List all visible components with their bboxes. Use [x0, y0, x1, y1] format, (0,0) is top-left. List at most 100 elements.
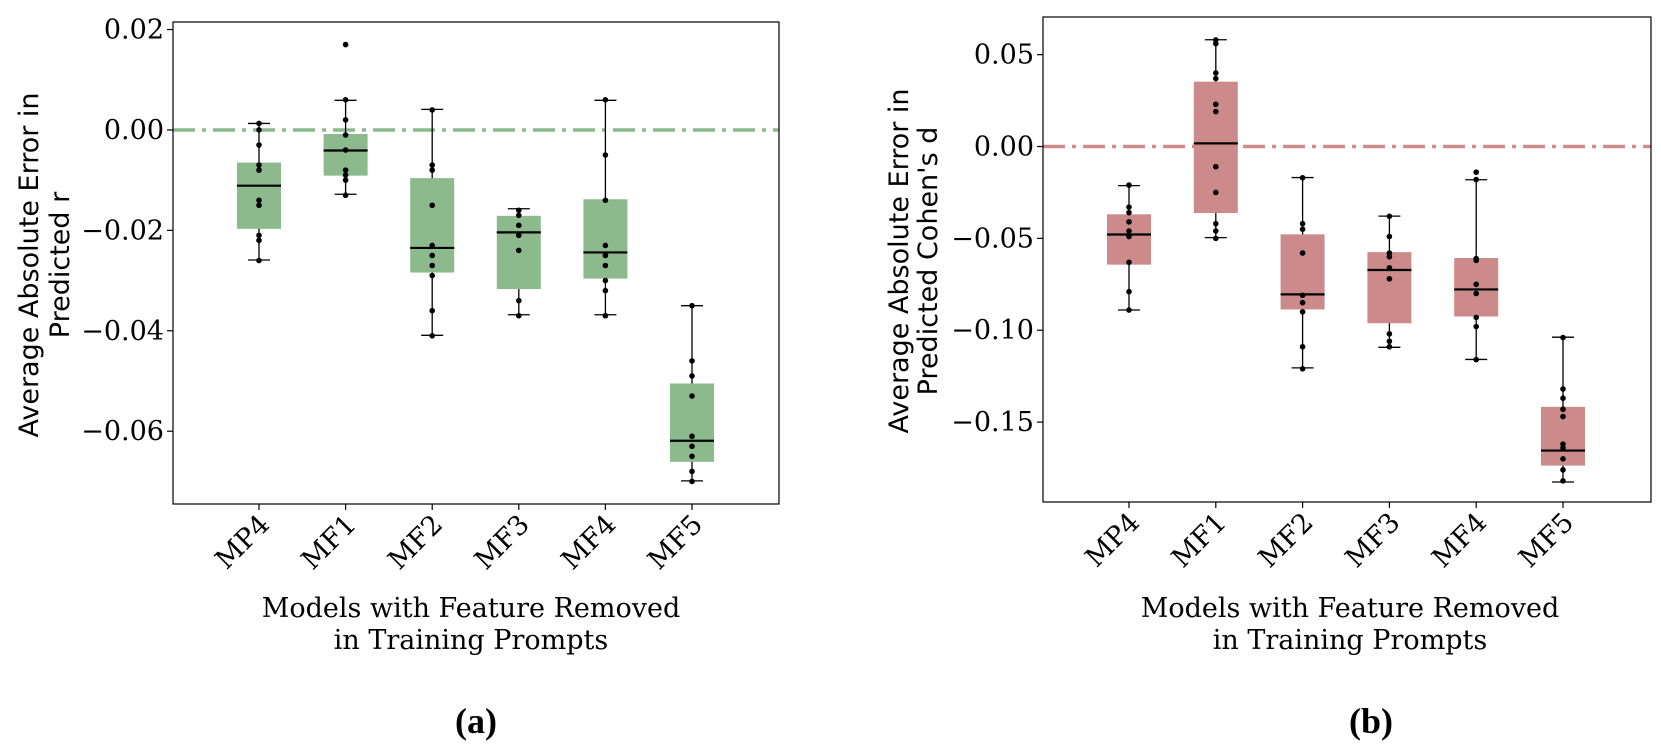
- data-point: [1560, 456, 1566, 462]
- x-axis-label: Models with Feature Removed: [262, 593, 681, 624]
- y-tick-label: −0.05: [951, 223, 1034, 254]
- x-tick-label: MF1: [296, 509, 363, 576]
- data-point: [256, 120, 262, 127]
- y-tick-label: −0.10: [951, 315, 1034, 346]
- box-mf3: [1367, 213, 1412, 350]
- y-tick-label: 0.02: [104, 15, 164, 46]
- y-tick-label: 0.00: [104, 115, 164, 146]
- data-point: [342, 177, 349, 183]
- data-point: [1126, 228, 1132, 234]
- data-point: [1126, 209, 1132, 216]
- y-tick-label: −0.15: [951, 407, 1034, 438]
- box-mf1: [323, 41, 368, 199]
- data-point: [1299, 366, 1306, 372]
- x-tick-label: MF3: [1339, 507, 1406, 574]
- data-point: [342, 97, 349, 103]
- data-point: [602, 277, 609, 284]
- y-axis-label: Predicted r: [45, 191, 76, 338]
- box-mf4: [1454, 169, 1499, 363]
- data-point: [1386, 331, 1393, 337]
- box-mf5: [670, 302, 714, 485]
- data-point: [1299, 174, 1306, 181]
- data-point: [689, 373, 695, 379]
- data-point: [1213, 228, 1219, 234]
- box-mf3: [496, 207, 541, 319]
- data-point: [602, 312, 609, 319]
- data-point: [256, 127, 262, 133]
- iqr-box: [1367, 252, 1412, 324]
- data-point: [429, 167, 436, 173]
- data-point: [1386, 213, 1393, 220]
- y-axis-label: Average Absolute Error in: [884, 88, 915, 433]
- data-point: [1473, 314, 1479, 321]
- data-point: [516, 297, 522, 304]
- data-point: [429, 262, 436, 269]
- chart-panel-a: 0.02 0.00 −0.02 −0.04 −0.06 MP4 MF1 MF2 MF3 MF4 MF…: [14, 15, 780, 741]
- x-axis-label: in Training Prompts: [1213, 625, 1487, 656]
- data-point: [1299, 250, 1306, 256]
- data-point: [1126, 288, 1132, 295]
- data-point: [1473, 257, 1479, 264]
- x-tick-label: MF4: [1426, 507, 1493, 574]
- data-point: [602, 242, 609, 249]
- data-point: [429, 272, 436, 279]
- data-point: [516, 232, 522, 239]
- data-point: [689, 478, 695, 485]
- data-point: [689, 433, 695, 440]
- data-point: [602, 197, 609, 204]
- data-point: [1126, 219, 1132, 225]
- data-point: [1473, 356, 1479, 363]
- iqr-box: [237, 162, 281, 229]
- data-point: [1299, 309, 1306, 315]
- data-point: [429, 333, 436, 339]
- data-point: [516, 212, 522, 219]
- data-point: [429, 107, 436, 113]
- data-point: [1213, 101, 1219, 108]
- data-point: [689, 302, 695, 309]
- x-tick-label: MF4: [555, 509, 622, 576]
- data-point: [342, 117, 349, 123]
- data-point: [602, 97, 609, 103]
- data-point: [1126, 182, 1132, 188]
- data-point: [1560, 467, 1566, 473]
- y-tick-label: −0.02: [81, 215, 164, 246]
- data-point: [1213, 75, 1219, 82]
- box-mp4: [1107, 182, 1151, 313]
- data-point: [1213, 163, 1219, 170]
- data-point: [1473, 176, 1479, 183]
- data-point: [1386, 343, 1393, 350]
- data-point: [429, 202, 436, 209]
- y-tick-label: −0.04: [81, 316, 164, 347]
- box-mp4: [237, 120, 281, 264]
- data-point: [516, 247, 522, 254]
- data-point: [516, 312, 522, 319]
- data-point: [342, 132, 349, 138]
- data-point: [1299, 226, 1306, 232]
- x-tick-label: MF2: [1253, 507, 1320, 574]
- data-point: [342, 167, 349, 173]
- x-tick-label: MF3: [469, 509, 536, 576]
- y-tick-label: 0.00: [974, 132, 1034, 163]
- data-point: [429, 162, 436, 168]
- data-point: [256, 232, 262, 239]
- data-point: [256, 142, 262, 148]
- data-point: [1473, 169, 1479, 176]
- data-point: [516, 207, 522, 214]
- data-point: [689, 443, 695, 450]
- y-tick-label: −0.06: [81, 416, 164, 447]
- data-point: [1560, 395, 1566, 402]
- data-point: [1126, 259, 1132, 266]
- x-axis-label: in Training Prompts: [334, 625, 608, 656]
- data-point: [1560, 445, 1566, 451]
- data-point: [256, 202, 262, 209]
- data-point: [1386, 275, 1393, 282]
- x-tick-label: MF5: [642, 509, 709, 576]
- data-point: [1126, 204, 1132, 210]
- data-point: [602, 152, 609, 158]
- data-point: [1299, 292, 1306, 299]
- data-point: [256, 257, 262, 264]
- chart-panel-b: 0.05 0.00 −0.05 −0.10 −0.15 MP4 MF1 MF2 MF3 MF4 MF…: [884, 16, 1652, 741]
- data-point: [256, 197, 262, 204]
- x-tick-label: MP4: [209, 509, 275, 575]
